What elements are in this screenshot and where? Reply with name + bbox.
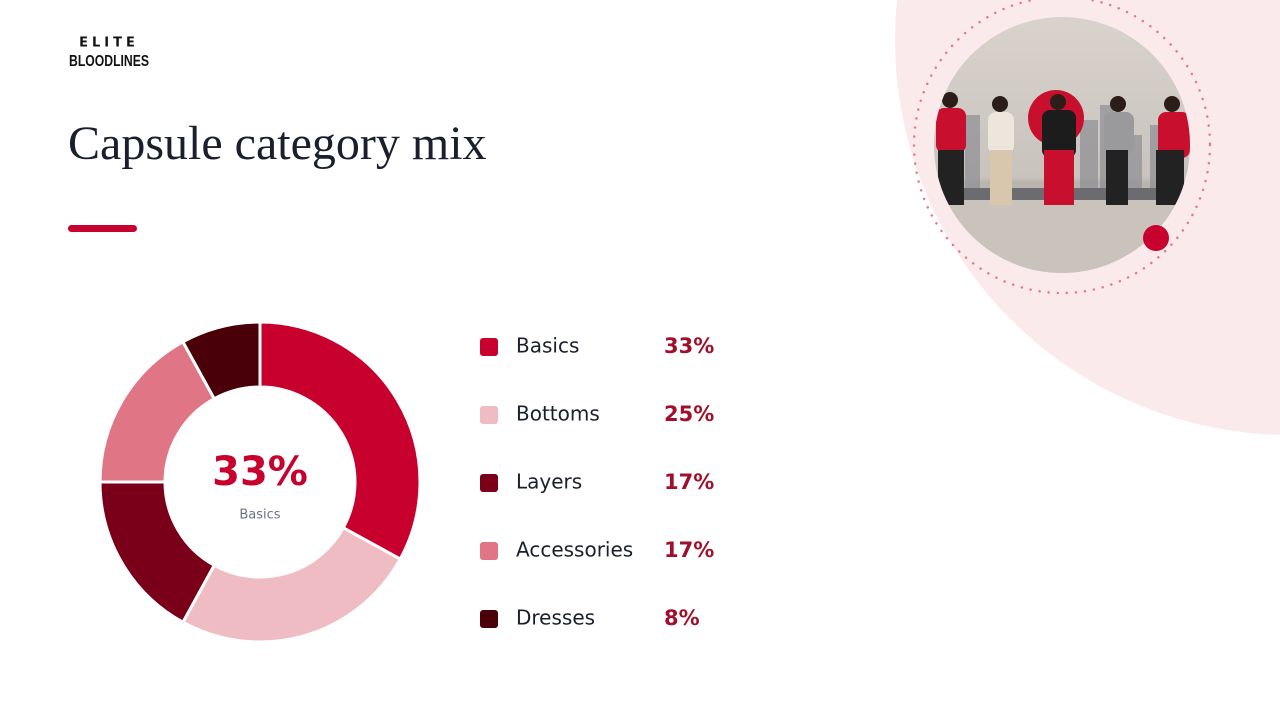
donut-segment bbox=[180, 320, 262, 401]
center-label: Basics bbox=[239, 508, 280, 523]
legend-swatch bbox=[480, 474, 498, 492]
legend-value: 25% bbox=[664, 402, 714, 426]
photo bbox=[934, 17, 1190, 273]
dotted-ring bbox=[912, 0, 1212, 295]
center-value: 33% bbox=[212, 449, 308, 495]
legend-swatch bbox=[480, 542, 498, 560]
legend-label: Dresses bbox=[516, 606, 595, 630]
legend-value: 17% bbox=[664, 470, 714, 494]
logo-name: BLOODLINES bbox=[69, 53, 149, 70]
legend-label: Bottoms bbox=[516, 402, 600, 426]
title-rule bbox=[68, 225, 137, 232]
logo-top: ELITE bbox=[79, 36, 139, 51]
donut-segment bbox=[258, 320, 422, 562]
legend-value: 33% bbox=[664, 334, 714, 358]
legend-value: 8% bbox=[664, 606, 700, 630]
legend-label: Accessories bbox=[516, 538, 633, 562]
legend-swatch bbox=[480, 610, 498, 628]
chart-title: Capsule category mix bbox=[68, 117, 487, 170]
legend-swatch bbox=[480, 406, 498, 424]
accent-dot bbox=[1143, 225, 1169, 251]
legend-swatch bbox=[480, 338, 498, 356]
legend-value: 17% bbox=[664, 538, 714, 562]
legend-label: Layers bbox=[516, 470, 582, 494]
legend-label: Basics bbox=[516, 334, 579, 358]
donut-segment bbox=[180, 525, 403, 644]
